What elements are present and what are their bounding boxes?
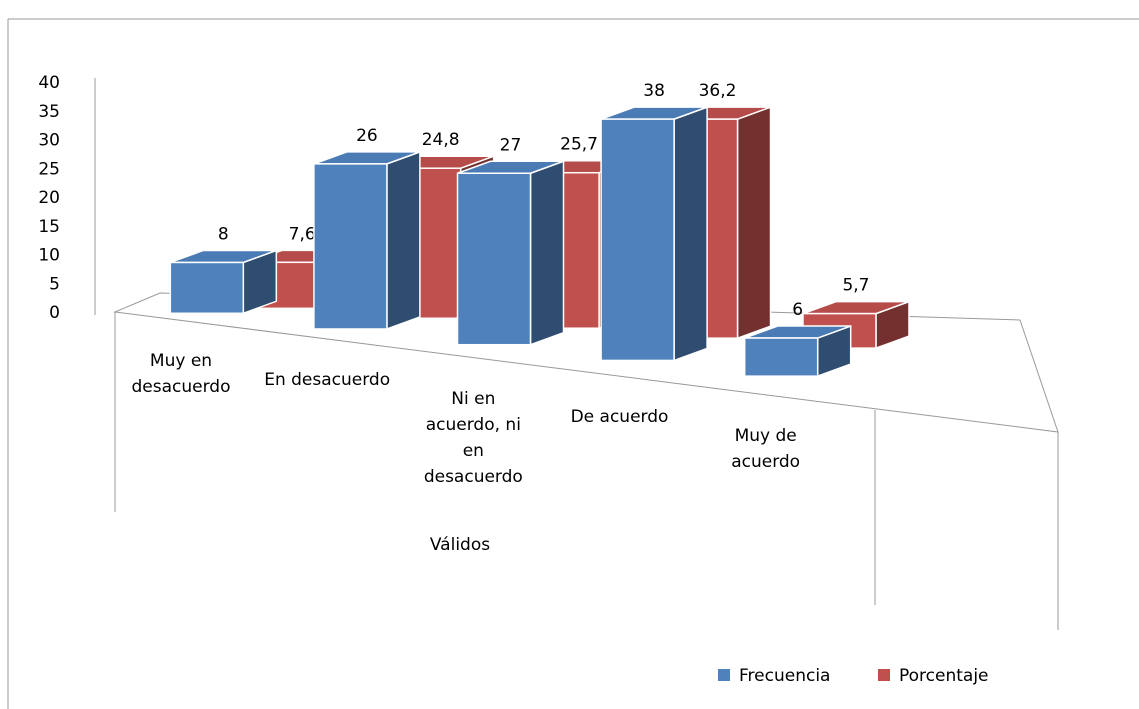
bar-side [673,106,708,362]
value-label: 38 [643,81,665,101]
value-label: 27 [500,135,522,155]
bar-front [313,163,388,330]
bar-side [386,150,421,331]
x-tick-label: De acuerdo [570,407,669,428]
legend-label: Frecuencia [739,666,830,686]
value-label: 7,6 [289,224,316,244]
value-label: 6 [792,300,803,320]
x-tick-label: En desacuerdo [264,370,391,390]
x-tick-label: Muy en desacuerdo [131,351,231,398]
bar [600,106,708,362]
bar [743,324,852,378]
bar [169,249,278,315]
bar-side [529,160,565,346]
value-label: 24,8 [422,130,460,150]
y-tick-label: 10 [38,246,60,266]
legend-swatch [878,669,890,681]
bar-front [600,118,675,362]
bar-front [743,337,819,377]
legend-label: Porcentaje [899,666,989,686]
y-tick-label: 0 [49,303,60,323]
y-tick-label: 5 [49,274,60,294]
y-tick-label: 25 [38,159,60,179]
value-label: 36,2 [699,81,737,101]
x-tick-label: Muy de acuerdo [731,425,801,472]
bar-side [736,106,772,340]
y-tick-label: 20 [38,188,60,208]
y-tick-label: 30 [38,131,60,151]
group-label: Válidos [430,535,490,555]
y-tick-label: 40 [38,73,60,93]
bar-front [456,172,532,346]
bar [313,150,421,331]
bar [456,160,565,346]
value-label: 8 [218,224,229,244]
value-label: 5,7 [842,276,869,296]
value-label: 26 [356,126,378,146]
bar-front [169,261,245,315]
x-tick-label: Ni en acuerdo, ni en desacuerdo [423,388,523,487]
y-tick-label: 35 [38,102,60,122]
y-tick-label: 15 [38,217,60,237]
legend-swatch [718,669,730,681]
value-label: 25,7 [560,135,598,155]
